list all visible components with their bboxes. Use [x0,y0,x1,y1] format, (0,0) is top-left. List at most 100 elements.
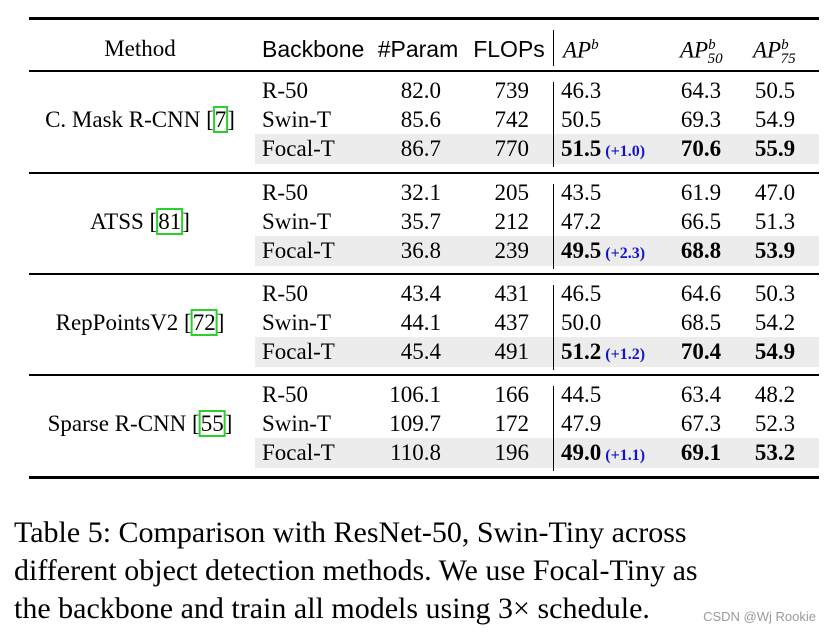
method-name: Sparse R-CNN [55] [47,410,232,437]
ap75-cell: 54.2 [754,310,796,335]
flops-cell: 172 [494,411,530,436]
ap50-cell: 63.4 [680,382,722,407]
backbone-cell: R-50 [262,281,308,306]
backbone-cell: R-50 [262,180,308,205]
header-ap50-sub: 50 [707,51,723,68]
table-rule [29,172,819,174]
ap75-cell: 47.0 [754,180,796,205]
header-flops: FLOPs [473,36,545,62]
flops-cell: 212 [494,209,530,234]
column-separator [553,386,554,471]
ap75-cell: 52.3 [754,411,796,436]
header-method: Method [104,36,176,61]
highlight-row-shade [255,134,819,164]
highlight-row-shade [255,438,819,468]
flops-cell: 742 [494,107,530,132]
backbone-cell: R-50 [262,78,308,103]
ap50-cell: 69.1 [680,440,722,465]
watermark: CSDN @Wj Rookie [703,609,816,624]
citation-link[interactable]: 81 [156,208,184,235]
method-name: C. Mask R-CNN [7] [45,106,235,133]
citation-link[interactable]: 7 [212,106,229,133]
param-cell: 36.8 [400,238,441,263]
flops-cell: 196 [494,440,530,465]
flops-cell: 770 [494,136,530,161]
caption-line-2: different object detection methods. We u… [14,554,698,587]
param-cell: 44.1 [400,310,441,335]
ap-cell: 47.9 [561,411,601,437]
header-ap75: APb75 [753,32,796,72]
ap-cell: 46.5 [561,281,601,307]
param-cell: 85.6 [400,107,441,132]
ap-cell: 43.5 [561,180,601,206]
citation-link[interactable]: 72 [190,309,218,336]
method-bracket: ] [227,107,235,132]
ap-cell: 47.2 [561,209,601,235]
param-cell: 32.1 [400,180,441,205]
ap75-cell: 54.9 [754,339,796,364]
ap75-cell: 50.5 [754,78,796,103]
ap-cell: 51.5 (+1.0) [561,136,645,165]
ap-value: 47.9 [561,411,602,436]
header-ap50-base: AP [680,37,709,63]
flops-cell: 739 [494,78,530,103]
backbone-cell: Swin-T [262,411,331,436]
ap-cell: 50.5 [561,107,601,133]
ap50-cell: 69.3 [680,107,722,132]
ap75-cell: 55.9 [754,136,796,161]
ap50-cell: 68.5 [680,310,722,335]
ap50-cell: 64.3 [680,78,722,103]
header-ap50-sup: b [708,37,716,53]
method-label: Sparse R-CNN [ [47,411,200,436]
ap75-cell: 51.3 [754,209,796,234]
ap-value: 46.3 [561,78,602,103]
column-separator [553,30,554,66]
ap-cell: 50.0 [561,310,601,336]
header-ap75-sub: 75 [780,51,796,68]
highlight-row-shade [255,236,819,266]
method-label: C. Mask R-CNN [ [45,107,214,132]
backbone-cell: Swin-T [262,209,331,234]
header-ap75-base: AP [753,37,782,63]
method-bracket: ] [216,310,225,335]
backbone-cell: Focal-T [262,238,335,263]
flops-cell: 491 [494,339,530,364]
param-cell: 35.7 [400,209,441,234]
ap50-cell: 64.6 [680,281,722,306]
table-rule [29,476,819,479]
header-ap-sup: b [591,37,599,53]
ap-value: 51.2 [561,339,602,364]
ap-value: 51.5 [561,136,602,161]
ap-gain: (+1.1) [605,447,646,464]
citation-link[interactable]: 55 [198,410,226,437]
ap75-cell: 54.9 [754,107,796,132]
ap-gain: (+2.3) [605,245,646,262]
header-ap: APb [563,32,599,64]
backbone-cell: R-50 [262,382,308,407]
param-cell: 45.4 [400,339,441,364]
ap50-cell: 70.4 [680,339,722,364]
ap-value: 43.5 [561,180,602,205]
ap-cell: 51.2 (+1.2) [561,339,645,368]
flops-cell: 437 [494,310,530,335]
header-ap50: APb50 [680,32,723,72]
ap-gain: (+1.0) [605,143,646,160]
flops-cell: 239 [494,238,530,263]
backbone-cell: Focal-T [262,339,335,364]
param-cell: 109.7 [389,411,441,436]
param-cell: 43.4 [400,281,441,306]
flops-cell: 166 [494,382,530,407]
ap-value: 49.5 [561,238,602,263]
ap50-cell: 68.8 [680,238,722,263]
ap75-cell: 53.9 [754,238,796,263]
flops-cell: 205 [494,180,530,205]
table-rule [29,70,819,72]
method-label: ATSS [ [90,209,158,234]
flops-cell: 431 [494,281,530,306]
param-cell: 82.0 [400,78,441,103]
param-cell: 86.7 [400,136,441,161]
column-separator [553,285,554,370]
caption-line-1: Table 5: Comparison with ResNet-50, Swin… [14,516,687,549]
param-cell: 110.8 [390,440,441,465]
ap-value: 49.0 [561,440,602,465]
